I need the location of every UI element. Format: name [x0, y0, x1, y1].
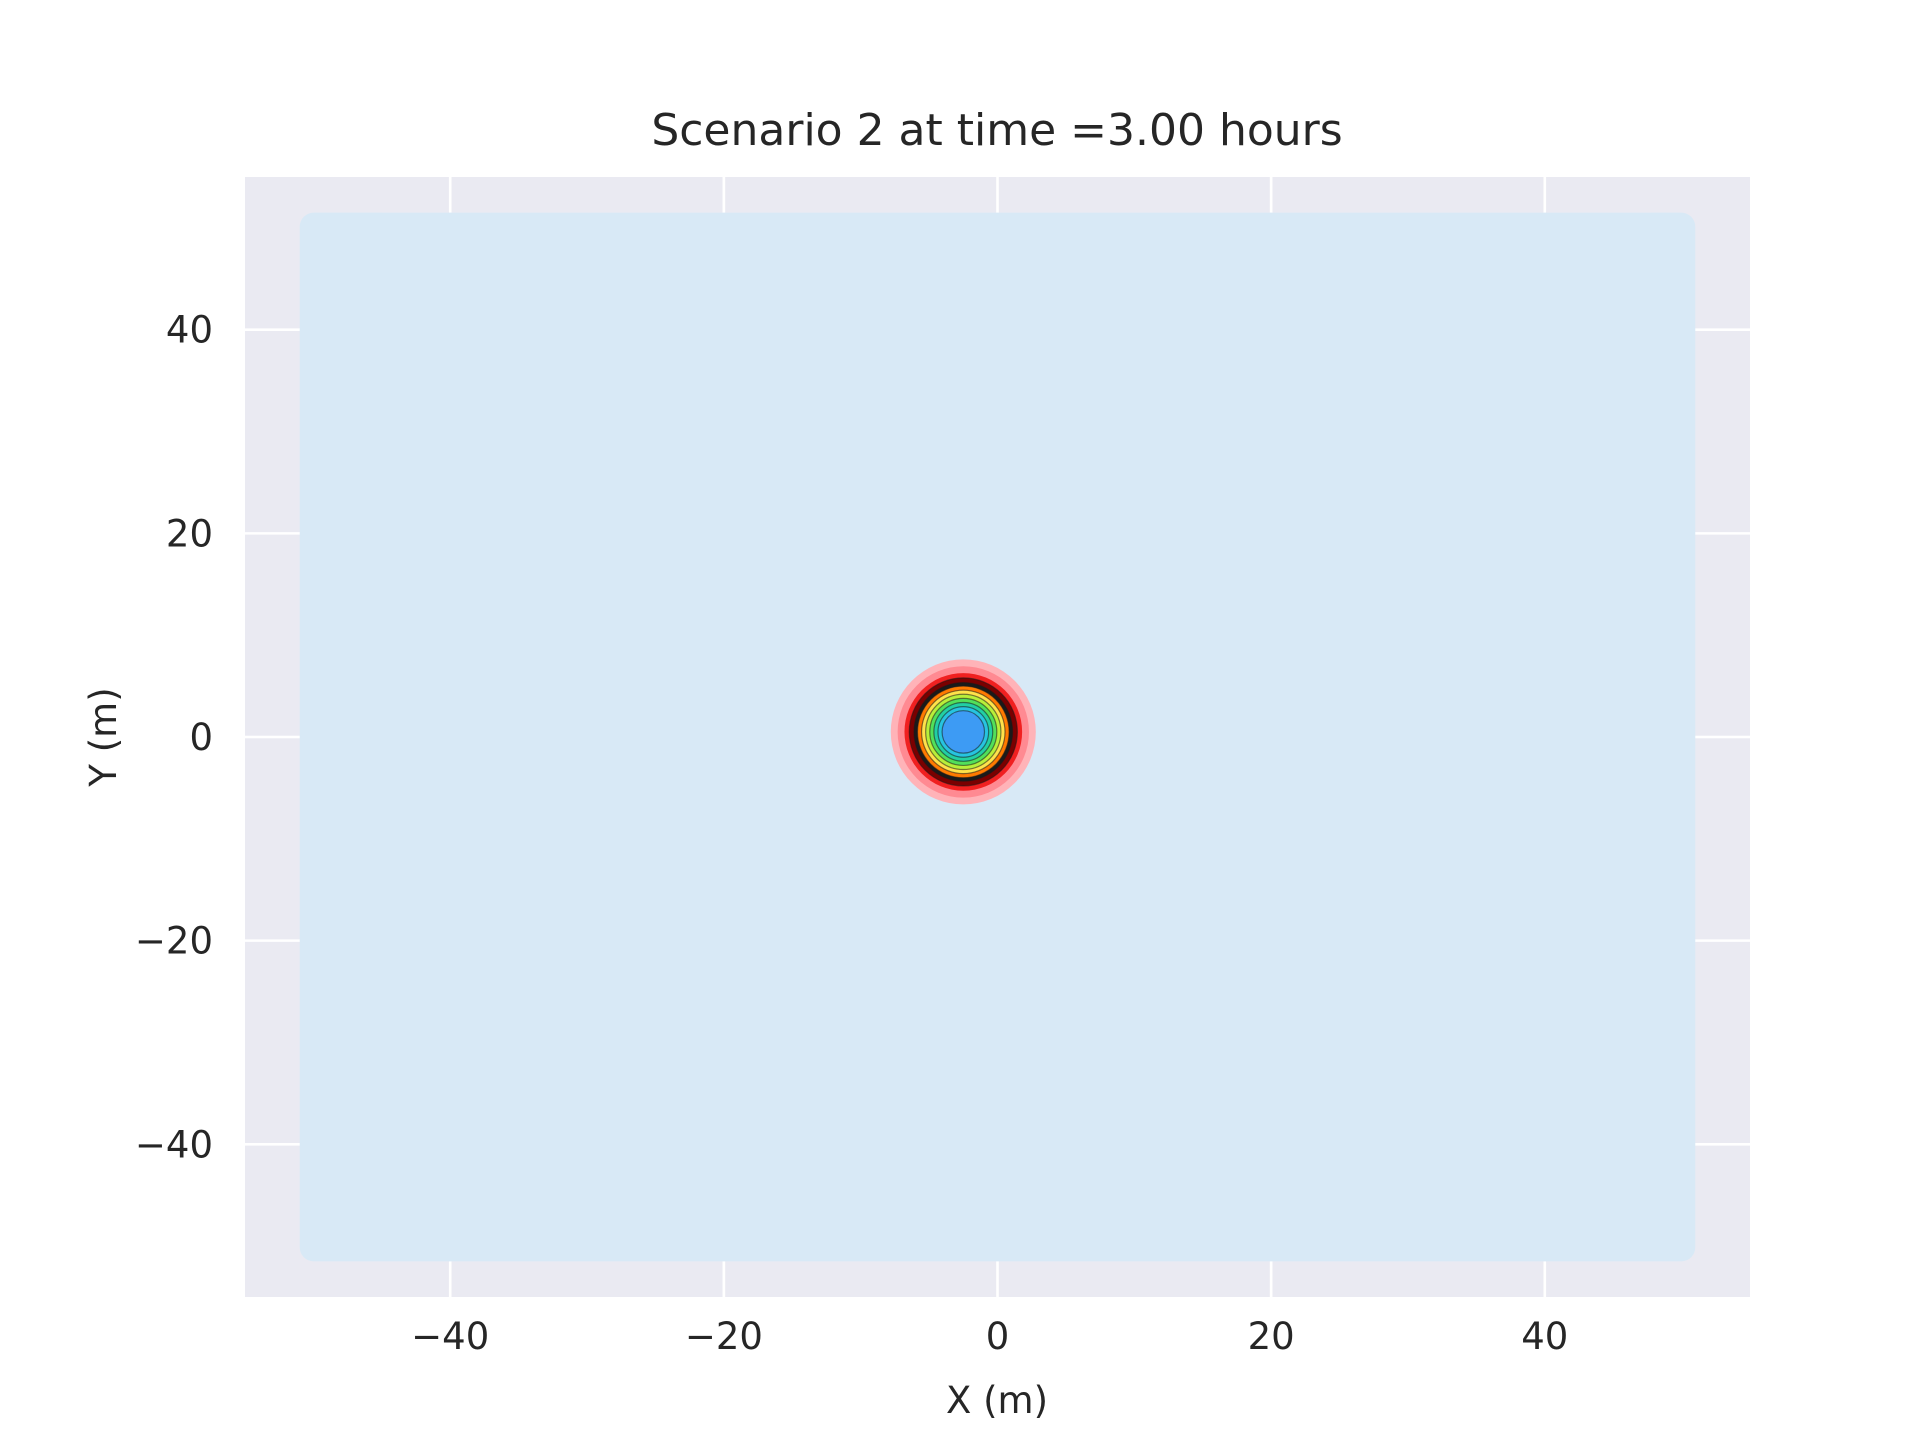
contour-line-1	[913, 682, 1014, 782]
y-axis-ticks: −40 −20 0 20 40	[135, 309, 213, 1167]
x-tick-label-0: −40	[411, 1315, 489, 1358]
x-axis-label: X (m)	[946, 1379, 1048, 1422]
contour-ring-11	[942, 710, 985, 754]
contour-line-0	[908, 677, 1018, 787]
y-tick-label-0: −40	[135, 1123, 213, 1166]
x-axis-ticks: −40 −20 0 20 40	[411, 1315, 1568, 1358]
y-axis-label: Y (m)	[82, 687, 125, 787]
contour-line-4	[925, 693, 1002, 771]
concentration-plume	[890, 659, 1036, 805]
x-tick-label-1: −20	[685, 1315, 763, 1358]
y-tick-label-2: 0	[189, 716, 213, 759]
contour-line-7	[937, 705, 990, 758]
y-tick-label-3: 20	[166, 512, 213, 555]
contour-line-5	[929, 697, 998, 767]
contour-line-6	[933, 701, 994, 762]
x-tick-label-2: 0	[986, 1315, 1010, 1358]
contour-line-8	[941, 710, 986, 754]
y-tick-label-4: 40	[166, 309, 213, 352]
chart-title: Scenario 2 at time =3.00 hours	[651, 105, 1342, 156]
x-tick-label-3: 20	[1248, 1315, 1295, 1358]
contour-line-2	[916, 685, 1010, 779]
x-tick-label-4: 40	[1521, 1315, 1568, 1358]
contour-line-3	[920, 689, 1006, 775]
y-tick-label-1: −20	[135, 920, 213, 963]
